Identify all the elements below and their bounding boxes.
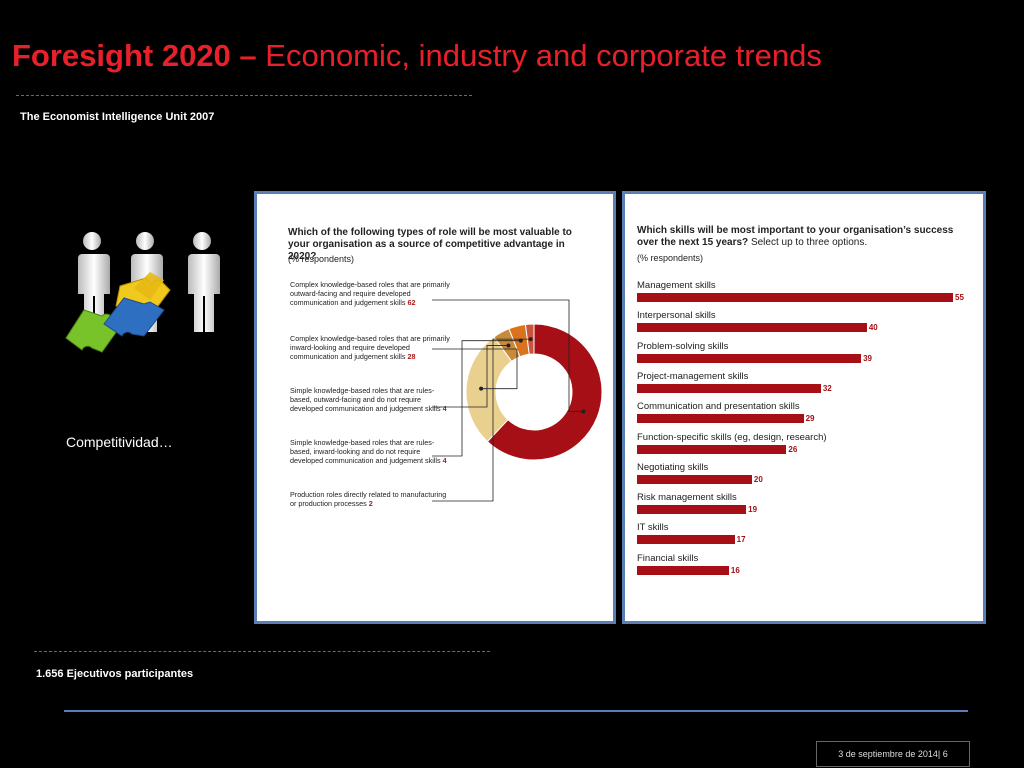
title-bold: Foresight 2020 – — [12, 38, 257, 73]
puzzle-icon — [65, 272, 171, 353]
legend-item: Production roles directly related to man… — [290, 490, 450, 508]
bar-category-label: IT skills — [637, 522, 669, 534]
legend-label: Complex knowledge-based roles that are p… — [290, 280, 450, 307]
bar-value-label: 17 — [736, 535, 746, 545]
legend-item: Simple knowledge-based roles that are ru… — [290, 438, 450, 465]
bar-value-label: 40 — [868, 323, 878, 333]
bar-value-label: 29 — [805, 414, 815, 424]
donut-slice — [486, 323, 603, 461]
leader-line — [432, 348, 518, 390]
leader-line — [432, 299, 584, 412]
legend-item: Simple knowledge-based roles that are ru… — [290, 386, 450, 413]
bar-value-label: 39 — [863, 353, 872, 363]
title-rest: Economic, industry and corporate trends — [265, 38, 822, 73]
bar-value-label: 20 — [753, 474, 763, 484]
legend-label: Simple knowledge-based roles that are ru… — [290, 438, 441, 465]
legend-value: 28 — [407, 352, 416, 361]
legend-value: 4 — [442, 404, 447, 413]
bar-category-label: Interpersonal skills — [637, 310, 716, 322]
participants-label: 1.656 Ejecutivos participantes — [36, 668, 194, 680]
bar-category-label: Financial skills — [637, 552, 699, 564]
bar-value-label: 16 — [730, 565, 740, 575]
bar-chart-title-rest: Select up to three options. — [750, 237, 868, 248]
bar-chart-subtitle: (% respondents) — [637, 253, 704, 263]
bar-value-label: 32 — [822, 383, 832, 393]
bar-chart-title: Which skills will be most important to y… — [637, 225, 957, 249]
bar — [637, 353, 862, 363]
bar-category-label: Problem-solving skills — [637, 340, 729, 352]
bar — [637, 535, 735, 545]
footer-line — [64, 710, 968, 712]
bar-chart-panel: Which skills will be most important to y… — [622, 191, 986, 624]
bar-category-label: Negotiating skills — [637, 461, 709, 473]
donut-chart-panel: Which of the following types of role wil… — [254, 191, 616, 624]
legend-label: Complex knowledge-based roles that are p… — [290, 334, 450, 361]
legend-label: Production roles directly related to man… — [290, 490, 447, 508]
bar-value-label: 19 — [748, 505, 758, 515]
leader-line — [432, 340, 521, 457]
leader-line — [432, 345, 509, 408]
leader-dot — [479, 386, 484, 391]
bar-category-label: Communication and presentation skills — [637, 401, 800, 413]
competitividad-caption: Competitividad… — [66, 434, 173, 450]
bar-value-label: 26 — [788, 444, 798, 454]
footer-date-page: 3 de septiembre de 2014| 6 — [816, 741, 970, 767]
leader-line — [432, 338, 531, 502]
bar — [637, 414, 804, 424]
leader-dot — [581, 409, 586, 414]
leader-dot — [528, 337, 533, 342]
bar — [637, 444, 787, 454]
legend-item: Complex knowledge-based roles that are p… — [290, 334, 450, 361]
bar-category-label: Management skills — [637, 280, 716, 291]
bar — [637, 323, 867, 333]
bar — [637, 383, 821, 393]
leader-dot — [506, 343, 511, 348]
source-label: The Economist Intelligence Unit 2007 — [20, 111, 215, 123]
legend-value: 4 — [442, 456, 447, 465]
people-puzzle-illustration — [65, 232, 220, 353]
bottom-divider — [34, 651, 490, 652]
donut-chart — [432, 299, 603, 502]
person-icon — [188, 232, 220, 332]
legend-value: 62 — [407, 298, 416, 307]
bar-category-label: Function-specific skills (eg, design, re… — [637, 431, 827, 443]
legend-item: Complex knowledge-based roles that are p… — [290, 280, 450, 307]
donut-chart-subtitle: (% respondents) — [288, 254, 355, 264]
legend-value: 2 — [368, 499, 373, 508]
bar-chart-title-bold: Which skills will be most important to y… — [637, 225, 954, 248]
leader-dot — [518, 338, 523, 343]
bar — [637, 565, 729, 575]
top-divider — [16, 95, 472, 96]
legend-label: Simple knowledge-based roles that are ru… — [290, 386, 441, 413]
bar-category-label: Risk management skills — [637, 492, 737, 504]
bar — [637, 505, 747, 515]
bar-value-label: 55 — [955, 293, 964, 302]
bar — [637, 474, 752, 484]
bar — [637, 293, 953, 302]
bar-chart: Management skills 55 Interpersonal skills 4… — [625, 194, 983, 621]
donut-chart-title: Which of the following types of role wil… — [288, 227, 572, 262]
page-title: Foresight 2020 – Economic, industry and … — [12, 38, 822, 74]
bar-category-label: Project-management skills — [637, 370, 749, 382]
